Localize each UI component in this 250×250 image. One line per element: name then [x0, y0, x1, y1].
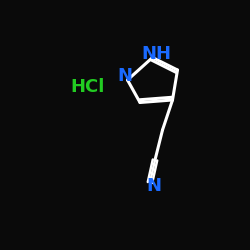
- Text: HCl: HCl: [70, 78, 105, 96]
- Text: N: N: [146, 177, 161, 195]
- Text: NH: NH: [141, 45, 171, 63]
- Text: N: N: [118, 67, 132, 85]
